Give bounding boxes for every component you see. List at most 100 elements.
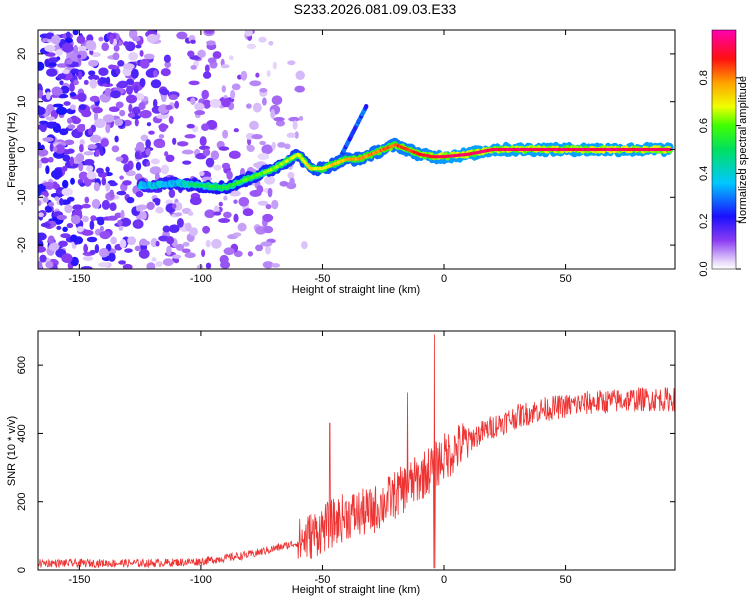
colorbar-tick-label: 0.2 <box>698 214 710 229</box>
heatmap-cell <box>152 98 158 108</box>
heatmap-cell <box>245 132 255 140</box>
heatmap-cell <box>204 64 210 73</box>
heatmap-cell <box>268 40 274 46</box>
spectrogram-x-axis-label: Height of straight line (km) <box>292 284 420 296</box>
heatmap-cell <box>93 182 101 192</box>
heatmap-cell <box>86 171 97 180</box>
heatmap-cell <box>45 261 54 269</box>
heatmap-cell <box>102 82 114 88</box>
heatmap-cell <box>223 211 232 219</box>
heatmap-cell <box>115 156 124 162</box>
heatmap-cell <box>168 115 174 125</box>
heatmap-cell <box>48 243 60 251</box>
heatmap-cell <box>83 177 92 187</box>
heatmap-cell <box>115 67 121 75</box>
heatmap-cell <box>155 206 164 214</box>
heatmap-cell <box>230 89 236 100</box>
heatmap-cell <box>197 49 206 58</box>
heatmap-cell <box>78 104 87 111</box>
heatmap-cell <box>233 213 239 223</box>
heatmap-cell <box>211 238 222 249</box>
heatmap-cell <box>151 257 157 262</box>
heatmap-cell <box>122 263 133 269</box>
heatmap-cell <box>38 61 45 71</box>
heatmap-cell <box>202 99 212 109</box>
heatmap-cell <box>222 129 229 139</box>
heatmap-cell <box>229 190 241 197</box>
heatmap-cell <box>61 187 73 196</box>
heatmap-cell <box>110 90 121 99</box>
heatmap-cell <box>233 250 243 258</box>
heatmap-cell <box>62 154 71 162</box>
heatmap-cell <box>67 117 73 124</box>
heatmap-cell <box>221 98 231 108</box>
heatmap-cell <box>289 177 295 185</box>
heatmap-cell <box>164 151 169 157</box>
heatmap-cell <box>56 225 62 231</box>
heatmap-cell <box>292 120 298 130</box>
heatmap-cell <box>188 80 200 86</box>
heatmap-cell <box>104 87 112 97</box>
heatmap-cell <box>150 158 160 165</box>
heatmap-cell <box>272 61 277 70</box>
heatmap-cell <box>85 40 97 50</box>
heatmap-cell <box>163 54 171 63</box>
heatmap-cell <box>114 118 124 127</box>
heatmap-cell <box>55 49 64 56</box>
heatmap-cell <box>66 223 74 229</box>
heatmap-cell <box>55 144 65 154</box>
heatmap-cell <box>61 165 68 172</box>
heatmap-cell <box>194 110 206 116</box>
heatmap-cell <box>62 69 70 75</box>
heatmap-cell <box>240 70 248 81</box>
heatmap-cell <box>109 189 115 199</box>
snr-panel: -150 -100 -50 0 50 0 200 400 600 Height of strai… <box>6 330 676 596</box>
heatmap-cell <box>89 249 96 255</box>
heatmap-cell <box>45 165 50 175</box>
heatmap-cell <box>90 52 101 58</box>
snr-axes: -150 -100 -50 0 50 0 200 400 600 <box>16 331 675 586</box>
heatmap-cell <box>184 134 196 139</box>
heatmap-cell <box>252 102 262 113</box>
heatmap-cell <box>117 80 129 89</box>
heatmap-cell <box>139 50 144 57</box>
heatmap-cell <box>94 118 106 129</box>
heatmap-cell <box>44 58 50 68</box>
heatmap-cell <box>61 253 73 264</box>
heatmap-cell <box>275 120 285 127</box>
heatmap-cell <box>259 88 268 93</box>
heatmap-cell <box>218 217 231 224</box>
spectrogram-y-tick-label: 10 <box>16 96 28 108</box>
heatmap-cell <box>119 154 129 164</box>
heatmap-cell <box>38 124 44 131</box>
heatmap-cell <box>38 212 44 218</box>
snr-x-axis-label: Height of straight line (km) <box>292 584 420 596</box>
heatmap-cell <box>251 133 263 140</box>
heatmap-cell <box>84 158 95 166</box>
heatmap-cell <box>126 78 135 86</box>
heatmap-cell <box>182 160 192 165</box>
heatmap-cell <box>139 109 152 119</box>
heatmap-cell <box>153 69 158 78</box>
heatmap-cell <box>138 248 150 259</box>
heatmap-cell <box>204 30 214 34</box>
heatmap-cell <box>88 70 96 76</box>
heatmap-cell <box>83 79 89 85</box>
heatmap-cell <box>111 145 120 153</box>
heatmap-cell <box>146 33 158 44</box>
heatmap-cell <box>140 134 149 142</box>
heatmap-cell <box>184 252 196 259</box>
heatmap-cell <box>99 225 104 232</box>
heatmap-cell <box>165 154 175 163</box>
heatmap-cell <box>261 144 273 155</box>
heatmap-cell <box>260 241 273 247</box>
heatmap-cell <box>51 34 61 45</box>
spectrogram-heatmap <box>38 30 674 269</box>
snr-y-tick-label: 600 <box>16 356 28 374</box>
heatmap-cell <box>89 79 98 89</box>
heatmap-cell <box>259 140 267 146</box>
heatmap-cell <box>62 226 68 233</box>
heatmap-cell <box>78 45 87 52</box>
heatmap-cell <box>41 37 48 43</box>
